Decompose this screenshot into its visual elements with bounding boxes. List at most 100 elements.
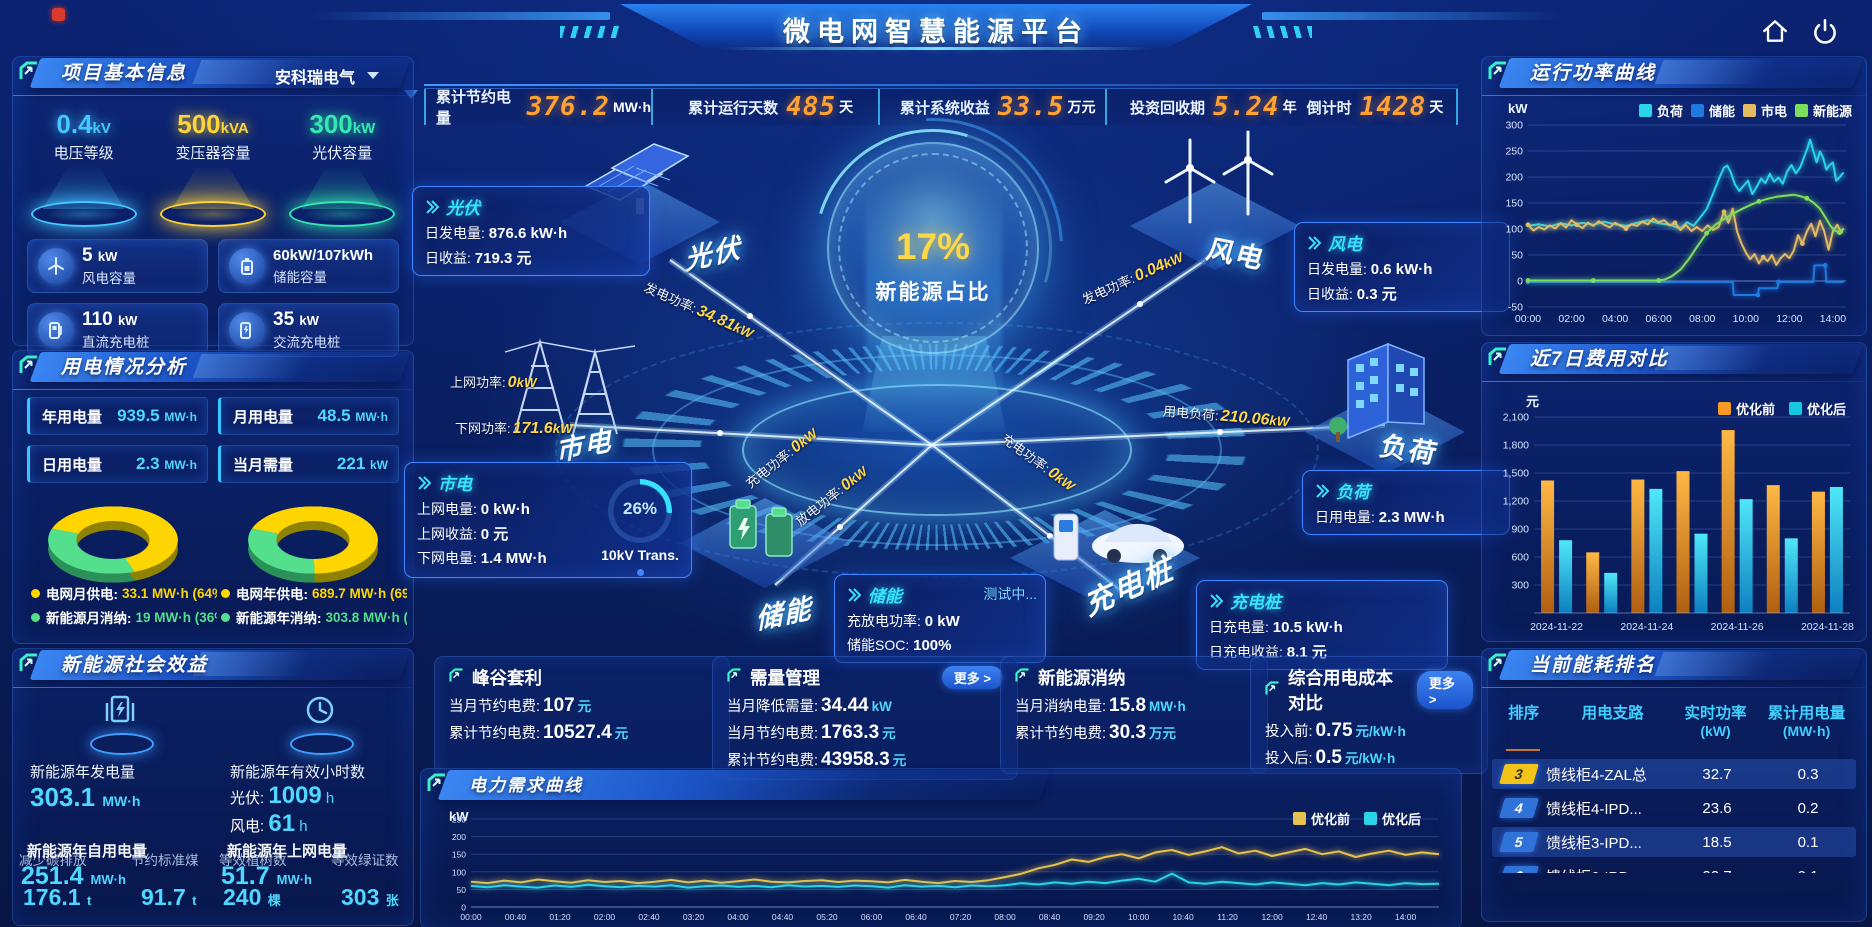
card-label: 交流充电桩 bbox=[273, 334, 341, 350]
branch-name: 馈线柜3-IPD... bbox=[1546, 834, 1642, 852]
legend-item-优化后[interactable]: 优化后 bbox=[1363, 809, 1421, 828]
company-select[interactable]: 安科瑞电气 bbox=[274, 70, 355, 87]
legend-item-优化前[interactable]: 优化前 bbox=[1717, 399, 1775, 418]
more-button[interactable]: 更多 > bbox=[1416, 671, 1473, 709]
info-row: 日发电量: 876.6 kW·h bbox=[425, 225, 568, 242]
podium-value: 0.4kV bbox=[56, 109, 111, 139]
legend-item-优化前[interactable]: 优化前 bbox=[1292, 809, 1350, 828]
arrow-icon bbox=[426, 199, 439, 214]
wind-hours-value: 61 bbox=[268, 810, 296, 837]
panel-corner-icon bbox=[1488, 653, 1508, 678]
realtime-power: 18.5 bbox=[1702, 833, 1732, 851]
svg-text:06:00: 06:00 bbox=[861, 912, 883, 922]
header-chevrons-left bbox=[560, 26, 624, 38]
donut-legends: 电网月供电: 33.1 MW·h (64%) 新能源月消纳:19 MW·h (36%… bbox=[13, 579, 413, 627]
usage-stat-label: 日用电量 bbox=[42, 456, 103, 474]
wind-info-box: 风电 日发电量: 0.6 kW·h 日收益: 0.3 元 bbox=[1294, 222, 1510, 312]
donut-legend-item[interactable]: 电网月供电: 33.1 MW·h (64%) bbox=[31, 583, 217, 603]
col-rank: 排序 bbox=[1508, 705, 1540, 722]
info-row: 日充电量: 10.5 kW·h bbox=[1209, 619, 1343, 636]
svg-text:00:40: 00:40 bbox=[505, 912, 527, 922]
panel-corner-icon bbox=[19, 355, 39, 380]
svg-text:05:20: 05:20 bbox=[816, 912, 838, 922]
svg-text:1,200: 1,200 bbox=[1503, 496, 1529, 508]
power-towers-icon bbox=[504, 338, 636, 435]
legend-value: 689.7 MW·h (69%) bbox=[312, 585, 407, 601]
col-power: 实时功率 (kW) bbox=[1684, 705, 1747, 739]
capacity-podiums: 0.4kV 电压等级 500kVA 变压器容量 300kW 光伏容量 bbox=[13, 99, 413, 227]
core-circle: 17% 新能源占比 bbox=[749, 64, 1117, 432]
arrow-icon bbox=[1308, 235, 1321, 250]
more-button[interactable]: 更多 > bbox=[941, 666, 1003, 689]
transformer-gauge-value: 26% bbox=[622, 499, 658, 518]
svg-text:00:00: 00:00 bbox=[1515, 313, 1541, 325]
podium-value: 300kW bbox=[309, 109, 376, 139]
donut-legend-item[interactable]: 新能源年消纳:303.8 MW·h (31%) bbox=[221, 607, 407, 627]
info-row: 日收益: 719.3 元 bbox=[425, 250, 532, 267]
sub-big-value: 251.4 bbox=[21, 862, 84, 890]
legend-item-负荷[interactable]: 负荷 bbox=[1638, 101, 1683, 120]
usage-stat-value: 221 kW bbox=[336, 454, 388, 473]
kpi-value: 485 bbox=[786, 92, 837, 122]
donut-top bbox=[248, 506, 378, 574]
branch-name: 馈线柜4-IPD... bbox=[1546, 800, 1642, 818]
flow-feedin-power: 上网功率: 0kW bbox=[450, 374, 537, 391]
svg-text:0: 0 bbox=[1517, 276, 1523, 288]
bottom-panel-title-text: 新能源消纳 bbox=[1038, 668, 1126, 688]
home-icon[interactable] bbox=[1760, 16, 1794, 48]
svg-text:08:40: 08:40 bbox=[1039, 912, 1061, 922]
chevron-down-icon[interactable] bbox=[367, 72, 379, 79]
arrow-icon bbox=[1316, 483, 1329, 498]
info-row: 日用电量: 2.3 MW·h bbox=[1315, 509, 1445, 526]
arrow-icon bbox=[1210, 593, 1223, 608]
info-row: 储能SOC: 100% bbox=[847, 637, 952, 654]
storage-box-title: 储能 bbox=[868, 587, 902, 606]
benefit-sub-left: 减少碳排放 节约标准煤 新能源年自用电量 251.4 MW·h 176.1 t … bbox=[13, 840, 213, 926]
topbar-accent-line bbox=[424, 84, 1458, 86]
usage-stat-pill: 年用电量 939.5 MW·h bbox=[27, 397, 208, 435]
legend-item-优化后[interactable]: 优化后 bbox=[1788, 399, 1846, 418]
legend-item-储能[interactable]: 储能 bbox=[1690, 101, 1735, 120]
panel-usage-title: 用电情况分析 bbox=[61, 357, 188, 378]
panel-usage-header: 用电情况分析 bbox=[13, 351, 413, 385]
sub-unit: t bbox=[192, 893, 197, 908]
charger-box-title: 充电桩 bbox=[1230, 593, 1281, 612]
capacity-podium: 300kW 光伏容量 bbox=[283, 109, 401, 227]
legend-swatch-icon bbox=[1717, 402, 1731, 415]
panel-cost-header: 近7日费用对比 bbox=[1482, 343, 1866, 377]
svg-text:2024-11-26: 2024-11-26 bbox=[1711, 621, 1764, 633]
benefit-items: 新能源年发电量 303.1 MW·h 新能源年有效小时数 光伏: 1009 h … bbox=[13, 683, 413, 838]
transformer-gauge-label: 10kV Trans. bbox=[601, 547, 679, 563]
svg-text:03:20: 03:20 bbox=[683, 912, 705, 922]
panel-corner-icon bbox=[19, 653, 39, 678]
svg-text:-50: -50 bbox=[1508, 302, 1523, 314]
card-value: 110 kW bbox=[82, 308, 138, 330]
svg-text:2024-11-22: 2024-11-22 bbox=[1530, 621, 1583, 633]
bottom-panel-row: 当月消纳电量: 15.8 MW·h bbox=[1015, 695, 1186, 716]
bottom-panel-row: 投入前: 0.75 元/kW·h bbox=[1265, 720, 1406, 741]
svg-text:300: 300 bbox=[1511, 580, 1529, 592]
col-energy: 累计用电量 (MW·h) bbox=[1767, 705, 1846, 739]
sub-unit: 张 bbox=[385, 893, 399, 908]
svg-text:08:00: 08:00 bbox=[1689, 313, 1715, 325]
usage-stat-value: 48.5 MW·h bbox=[317, 406, 388, 425]
svg-text:00:00: 00:00 bbox=[460, 912, 482, 922]
power-icon[interactable] bbox=[1810, 16, 1844, 48]
donut-legend-item[interactable]: 电网年供电: 689.7 MW·h (69%) bbox=[221, 583, 407, 603]
usage-donuts bbox=[13, 493, 413, 583]
legend-label: 新能源月消纳: bbox=[46, 611, 132, 626]
card-label: 直流充电桩 bbox=[82, 334, 150, 350]
donut-legend-item[interactable]: 新能源月消纳:19 MW·h (36%) bbox=[31, 607, 217, 627]
pv-hours-label: 光伏: bbox=[230, 790, 265, 807]
kpi-cell: 累计运行天数 485 天 bbox=[651, 89, 878, 125]
capacity-podium: 0.4kV 电压等级 bbox=[25, 109, 143, 227]
cost-compare-chart: 300 600 900 1,200 1,500 1,800 2,100 2024-11-22 2… bbox=[1503, 412, 1854, 634]
svg-text:900: 900 bbox=[1511, 524, 1529, 536]
kpi-label: 累计节约电量 bbox=[436, 89, 512, 127]
panel-cost-title: 近7日费用对比 bbox=[1530, 349, 1669, 370]
sub-label: 节约标准煤 bbox=[131, 853, 199, 868]
legend-item-市电[interactable]: 市电 bbox=[1742, 101, 1787, 120]
legend-label: 新能源年消纳: bbox=[236, 611, 322, 626]
panel-power-title: 运行功率曲线 bbox=[1530, 63, 1657, 84]
legend-item-新能源[interactable]: 新能源 bbox=[1794, 101, 1852, 120]
